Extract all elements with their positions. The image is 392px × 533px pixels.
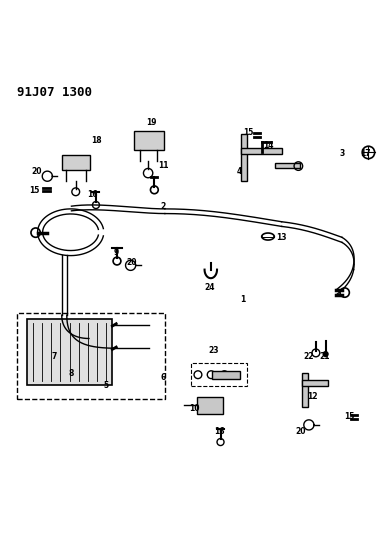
Bar bbox=[302, 373, 308, 407]
Text: 12: 12 bbox=[307, 392, 318, 401]
Text: 15: 15 bbox=[345, 412, 355, 421]
Text: 20: 20 bbox=[127, 258, 137, 267]
Text: 21: 21 bbox=[319, 352, 330, 360]
Bar bbox=[275, 163, 300, 168]
Text: 20: 20 bbox=[31, 167, 42, 176]
Text: 16: 16 bbox=[87, 190, 98, 199]
Text: 11: 11 bbox=[158, 161, 168, 170]
Text: 13: 13 bbox=[276, 233, 287, 242]
Text: 6: 6 bbox=[160, 373, 165, 382]
Text: 15: 15 bbox=[243, 128, 254, 137]
Bar bbox=[191, 364, 247, 386]
Text: 15: 15 bbox=[29, 186, 40, 195]
Text: 8: 8 bbox=[69, 369, 74, 378]
Bar bbox=[27, 319, 113, 385]
Bar bbox=[62, 155, 90, 170]
Text: 9: 9 bbox=[114, 248, 119, 257]
Text: 22: 22 bbox=[304, 352, 314, 360]
Bar bbox=[17, 313, 165, 399]
Bar bbox=[302, 380, 328, 386]
Text: 19: 19 bbox=[146, 118, 156, 127]
Text: 24: 24 bbox=[204, 284, 215, 293]
Text: 1: 1 bbox=[240, 295, 245, 304]
Text: 18: 18 bbox=[91, 135, 102, 144]
Text: 2: 2 bbox=[160, 201, 165, 211]
Text: 10: 10 bbox=[189, 404, 199, 413]
Bar bbox=[212, 371, 240, 378]
Text: 91J07 1300: 91J07 1300 bbox=[17, 85, 92, 99]
Bar bbox=[197, 397, 223, 414]
Text: 16: 16 bbox=[214, 427, 225, 437]
Text: 20: 20 bbox=[296, 427, 306, 437]
Circle shape bbox=[323, 351, 329, 357]
Bar bbox=[134, 131, 164, 150]
Bar bbox=[241, 134, 247, 181]
Text: 7: 7 bbox=[51, 352, 56, 360]
Bar bbox=[241, 148, 281, 155]
Text: 14: 14 bbox=[263, 141, 273, 150]
Text: 17: 17 bbox=[360, 149, 370, 158]
Text: 4: 4 bbox=[236, 167, 241, 176]
Text: 23: 23 bbox=[208, 346, 219, 354]
Text: 3: 3 bbox=[339, 149, 345, 158]
Text: 5: 5 bbox=[104, 381, 109, 390]
